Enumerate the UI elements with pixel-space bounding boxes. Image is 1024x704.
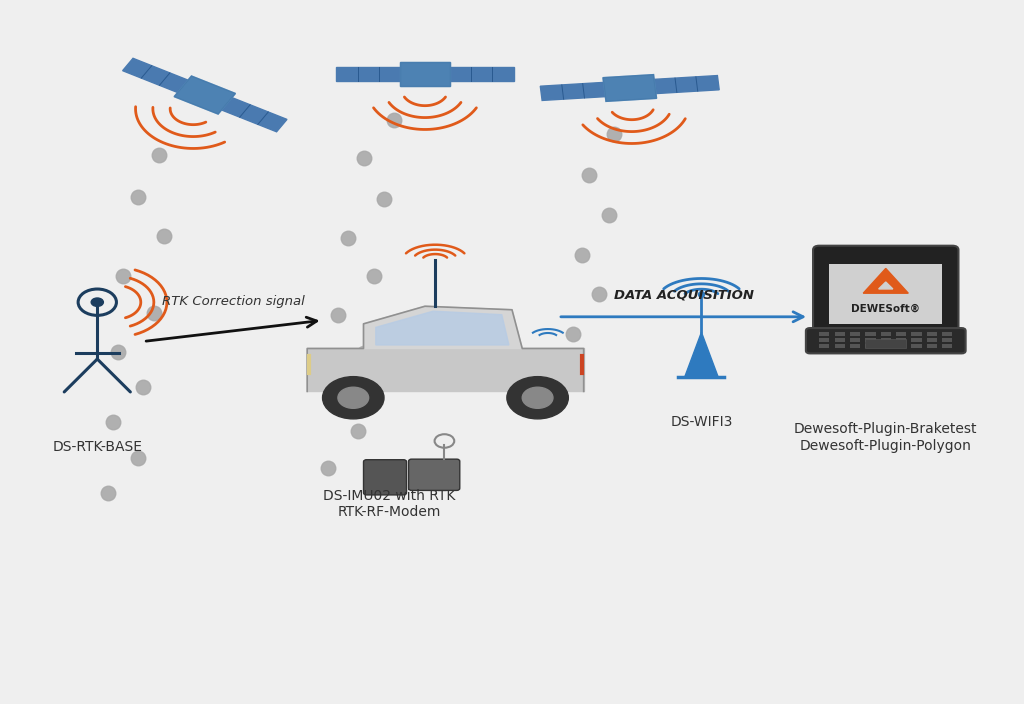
Circle shape (91, 298, 103, 306)
Polygon shape (879, 282, 893, 289)
Polygon shape (307, 348, 584, 391)
FancyBboxPatch shape (813, 246, 958, 335)
Text: DATA ACQUISITION: DATA ACQUISITION (614, 289, 754, 301)
Bar (911, 332, 922, 336)
Bar (896, 338, 906, 342)
Point (350, 425, 367, 436)
Point (130, 452, 146, 463)
Polygon shape (399, 62, 451, 86)
Polygon shape (863, 268, 908, 293)
Bar (942, 332, 952, 336)
Bar (829, 264, 942, 324)
Text: DS-RTK-BASE: DS-RTK-BASE (52, 440, 142, 454)
Point (110, 346, 126, 358)
Point (130, 191, 146, 203)
Bar (911, 338, 922, 342)
Bar (865, 332, 876, 336)
Bar (881, 344, 891, 348)
FancyBboxPatch shape (806, 328, 966, 353)
Bar (911, 344, 922, 348)
Point (591, 289, 607, 300)
Point (573, 249, 590, 260)
Text: Dewesoft-Plugin-Braketest
Dewesoft-Plugin-Polygon: Dewesoft-Plugin-Braketest Dewesoft-Plugi… (794, 422, 978, 453)
Bar (881, 332, 891, 336)
Point (99, 487, 116, 498)
Polygon shape (364, 306, 522, 348)
FancyBboxPatch shape (364, 460, 407, 495)
Point (340, 232, 356, 244)
Bar (896, 344, 906, 348)
Bar (896, 332, 906, 336)
Point (581, 169, 597, 180)
Bar (819, 344, 829, 348)
Point (115, 270, 131, 282)
Polygon shape (654, 75, 719, 94)
Point (104, 417, 121, 428)
Bar (819, 338, 829, 342)
Bar (835, 338, 845, 342)
Text: DS-WIFI3: DS-WIFI3 (671, 415, 732, 429)
Polygon shape (123, 58, 188, 92)
Text: DS-IMU02 with RTK
RTK-RF-Modem: DS-IMU02 with RTK RTK-RF-Modem (323, 489, 456, 520)
Bar (927, 344, 937, 348)
Bar (850, 344, 860, 348)
Polygon shape (451, 67, 514, 81)
Polygon shape (174, 76, 236, 114)
Polygon shape (336, 67, 399, 81)
Point (145, 308, 162, 319)
Bar (835, 332, 845, 336)
Polygon shape (603, 75, 656, 101)
Bar (865, 344, 876, 348)
Point (319, 463, 336, 474)
Polygon shape (221, 98, 287, 132)
Bar (850, 332, 860, 336)
Polygon shape (174, 76, 236, 114)
Point (376, 193, 392, 204)
Bar (865, 338, 876, 342)
Bar (835, 344, 845, 348)
Bar (819, 332, 829, 336)
Point (366, 270, 382, 282)
Text: RTK Correction signal: RTK Correction signal (162, 296, 305, 308)
Bar (927, 332, 937, 336)
Polygon shape (541, 82, 605, 101)
Bar (881, 338, 891, 342)
FancyBboxPatch shape (409, 459, 460, 491)
Circle shape (323, 377, 384, 419)
Point (355, 153, 372, 164)
Text: DEWESoft®: DEWESoft® (851, 304, 921, 314)
Point (355, 348, 372, 359)
Point (156, 230, 172, 241)
Polygon shape (376, 311, 509, 345)
Bar (942, 338, 952, 342)
Point (693, 289, 710, 300)
Point (325, 387, 341, 398)
Bar (850, 338, 860, 342)
Circle shape (507, 377, 568, 419)
Point (606, 128, 623, 139)
Bar (942, 344, 952, 348)
Circle shape (522, 387, 553, 408)
Point (601, 209, 617, 220)
Point (330, 310, 346, 321)
Bar (927, 338, 937, 342)
Point (135, 382, 152, 393)
Point (151, 149, 167, 161)
Polygon shape (685, 332, 718, 377)
Polygon shape (603, 75, 656, 101)
Point (565, 329, 582, 340)
Polygon shape (399, 62, 451, 86)
Circle shape (338, 387, 369, 408)
Bar (865, 339, 906, 348)
Point (386, 114, 402, 125)
